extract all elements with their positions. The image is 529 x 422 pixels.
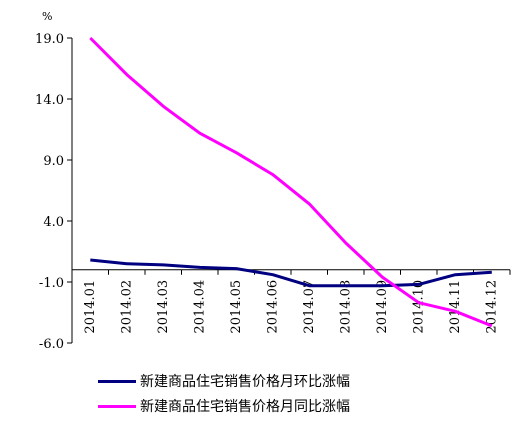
legend: 新建商品住宅销售价格月环比涨幅 新建商品住宅销售价格月同比涨幅 [98,370,350,420]
y-tick-label: 4.0 [43,215,64,230]
y-tick-label: -6.0 [39,337,64,352]
legend-label-mom: 新建商品住宅销售价格月环比涨幅 [140,374,350,390]
y-tick-label: 19.0 [35,32,64,47]
legend-item-mom: 新建商品住宅销售价格月环比涨幅 [98,370,350,392]
legend-label-yoy: 新建商品住宅销售价格月同比涨幅 [140,399,350,415]
x-tick-label: 2014.03 [156,280,171,334]
y-tick-label: -1.0 [39,276,64,291]
series-line-mom [90,258,492,288]
series-lines [89,36,493,328]
x-tick-label: 2014.08 [339,280,354,334]
x-tick-label: 2014.07 [302,280,317,334]
x-axis-ticks: 2014.01 2014.02 2014.03 2014.04 2014.05 2014.… [72,269,511,334]
x-tick-label: 2014.09 [375,280,390,334]
y-tick-label: 9.0 [43,154,64,169]
x-tick-label: 2014.11 [448,280,463,334]
legend-item-yoy: 新建商品住宅销售价格月同比涨幅 [98,395,350,417]
x-tick-label: 2014.12 [485,280,500,334]
series-line-yoy [89,36,493,328]
x-tick-label: 2014.05 [229,280,244,334]
x-tick-label: 2014.10 [412,280,427,334]
unit-label: % [42,10,52,23]
y-tick-label: 14.0 [35,93,64,108]
x-tick-label: 2014.02 [120,280,135,334]
legend-swatch-mom [98,379,136,383]
y-axis-ticks: 19.0 14.0 9.0 4.0 -1.0 -6.0 [35,32,73,352]
x-tick-label: 2014.04 [193,280,208,334]
x-tick-label: 2014.01 [83,280,98,334]
legend-swatch-yoy [98,404,136,408]
x-tick-label: 2014.06 [266,280,281,334]
